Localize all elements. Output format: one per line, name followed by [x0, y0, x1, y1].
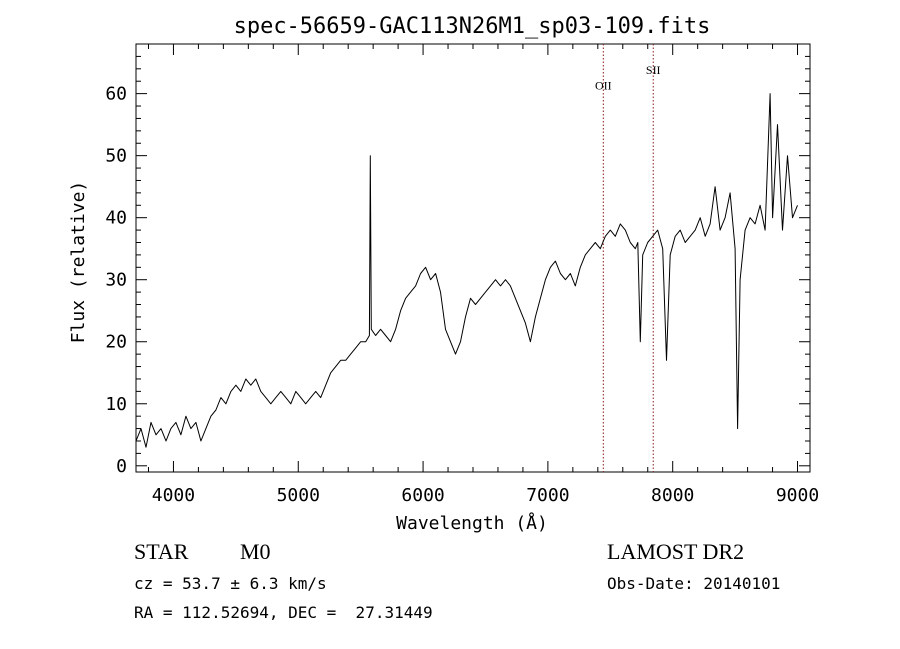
coordinates: RA = 112.52694, DEC = 27.31449	[134, 603, 433, 622]
axes: 4000 5000 6000 7000 8000 9000 0 10 20 30 40 50 60	[105, 43, 819, 506]
x-tick-label: 5000	[277, 485, 320, 506]
x-tick-label: 6000	[401, 485, 444, 506]
x-tick-label: 7000	[526, 485, 569, 506]
y-tick-label: 40	[105, 208, 127, 229]
x-tick-label: 9000	[776, 485, 819, 506]
spectrum-line	[135, 93, 798, 448]
y-tick-label: 50	[105, 146, 127, 167]
x-tick-label: 4000	[152, 485, 195, 506]
y-tick-label: 60	[105, 84, 127, 105]
series-layer	[135, 93, 798, 448]
x-tick-label: 8000	[651, 485, 694, 506]
y-tick-label: 20	[105, 332, 127, 353]
subclass: M0	[240, 539, 271, 564]
y-tick-label: 0	[116, 456, 127, 477]
x-axis-label: Wavelength (Å)	[396, 512, 548, 534]
line-label-sii: SII	[646, 63, 661, 77]
y-tick-label: 30	[105, 270, 127, 291]
redshift-velocity: cz = 53.7 ± 6.3 km/s	[134, 574, 327, 593]
chart-title: spec-56659-GAC113N26M1_sp03-109.fits	[234, 14, 711, 39]
survey-name: LAMOST DR2	[607, 539, 745, 564]
observation-date: Obs-Date: 20140101	[607, 574, 781, 593]
object-class: STAR	[134, 539, 189, 564]
plot-frame	[135, 43, 811, 473]
line-label-oii: OII	[595, 79, 612, 93]
y-axis-label: Flux (relative)	[68, 181, 89, 344]
line-markers: OII SII	[595, 44, 661, 472]
y-tick-label: 10	[105, 394, 127, 415]
